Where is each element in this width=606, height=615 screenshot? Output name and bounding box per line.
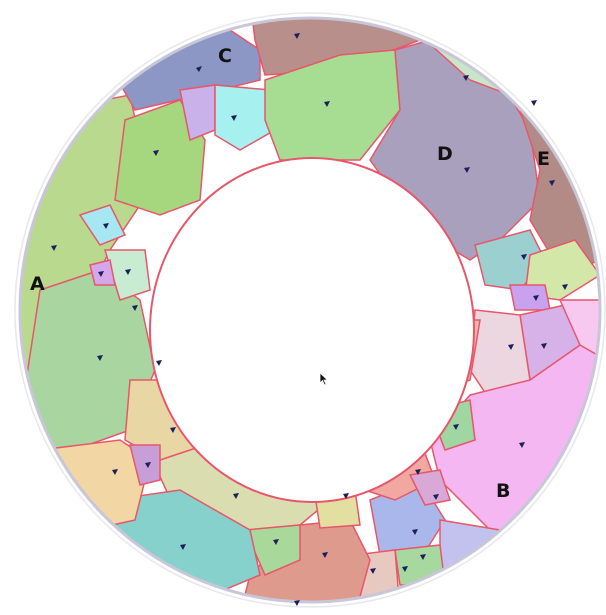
orientation-marker [508, 344, 514, 350]
orientation-marker [521, 254, 527, 260]
orientation-marker [322, 552, 328, 558]
grain-region [558, 299, 600, 362]
orientation-marker [531, 100, 537, 106]
orientation-marker [412, 529, 418, 535]
orientation-marker [541, 343, 547, 349]
grain-region [509, 284, 551, 311]
orientation-marker [273, 539, 279, 545]
orientation-marker [294, 33, 300, 39]
orientation-marker [97, 355, 103, 361]
orientation-marker [549, 180, 555, 186]
orientation-marker [231, 115, 237, 121]
region-label-b: B [496, 480, 511, 502]
orientation-marker [103, 223, 109, 229]
orientation-marker [453, 424, 459, 430]
grain-region [264, 49, 401, 161]
orientation-marker [153, 150, 159, 156]
region-label-a: A [30, 273, 45, 295]
region-label-e: E [537, 148, 550, 170]
outer-ring-edge [18, 16, 602, 604]
orientation-markers [51, 33, 568, 606]
orientation-marker [463, 75, 469, 81]
orientation-marker [132, 305, 138, 311]
orientation-marker [125, 269, 131, 275]
grain-region [214, 84, 276, 151]
region-label-d: D [437, 143, 453, 165]
orientation-marker [562, 284, 568, 290]
orientation-marker [294, 600, 300, 606]
orientation-marker [519, 442, 525, 448]
orientation-marker [324, 101, 330, 107]
grain-region [408, 469, 451, 506]
orientation-marker [370, 568, 376, 574]
orientation-marker [415, 469, 421, 475]
outer-ring-edge-2 [14, 12, 606, 608]
mouse-pointer-icon [319, 372, 329, 386]
region-label-c: C [218, 45, 232, 67]
orientation-marker [533, 295, 539, 301]
orientation-marker [156, 360, 162, 366]
orientation-marker [98, 271, 104, 277]
inner-hole-edge [149, 157, 475, 503]
orientation-marker [402, 566, 408, 572]
orientation-marker [112, 469, 118, 475]
orientation-marker [170, 427, 176, 433]
orientation-marker [145, 462, 151, 468]
orientation-marker [464, 167, 470, 173]
grain-region [439, 519, 501, 581]
orientation-marker [343, 493, 349, 499]
orientation-marker [51, 245, 57, 251]
orientation-marker [433, 494, 439, 500]
grain-region [78, 204, 127, 246]
orientation-marker [420, 554, 426, 560]
orientation-marker [196, 66, 202, 72]
grain-region [129, 444, 161, 486]
orientation-marker [233, 493, 239, 499]
orientation-marker [180, 544, 186, 550]
grain-region [243, 524, 301, 576]
